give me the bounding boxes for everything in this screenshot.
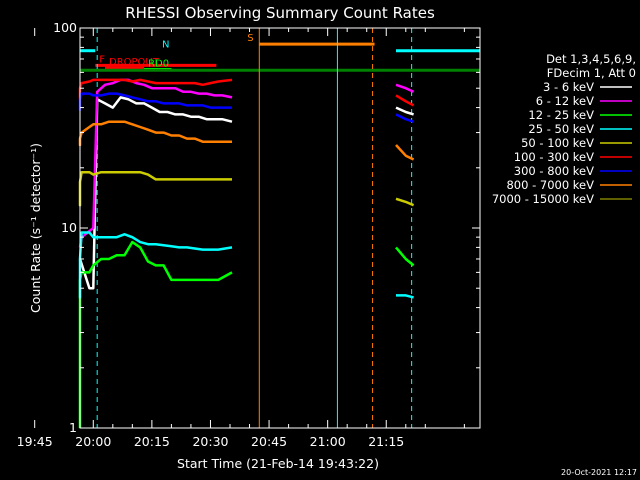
legend-label: 3 - 6 keV <box>543 80 594 94</box>
series-line <box>395 197 415 207</box>
x-tick-label: 19:45 <box>17 434 53 449</box>
legend-label: 800 - 7000 keV <box>506 178 594 192</box>
series-line <box>78 240 233 428</box>
series-line <box>395 113 414 123</box>
flag-label: S <box>247 33 253 44</box>
legend-label: 6 - 12 keV <box>536 94 594 108</box>
x-tick-label: 20:30 <box>192 434 228 449</box>
series-line <box>78 78 233 248</box>
legend-label: 7000 - 15000 keV <box>492 192 594 206</box>
series-line <box>78 96 233 290</box>
x-tick-label: 20:45 <box>251 434 287 449</box>
axes: 19:45 20:00 20:15 20:30 20:45 21:00 21:15 1 10 10… <box>17 20 480 449</box>
flag-label: DROPOUT <box>109 57 160 68</box>
x-tick-label: 20:15 <box>134 434 170 449</box>
flag-label: RD0 <box>148 59 169 70</box>
chart-title: RHESSI Observing Summary Count Rates <box>125 4 435 22</box>
legend-label: 100 - 300 keV <box>514 150 594 164</box>
legend-label: 50 - 100 keV <box>521 136 594 150</box>
series-line <box>396 294 414 299</box>
series-line <box>395 83 415 93</box>
legend-label: 12 - 25 keV <box>528 108 594 122</box>
flag-label: N <box>162 40 169 51</box>
legend-label: 300 - 800 keV <box>514 164 594 178</box>
x-axis-label: Start Time (21-Feb-14 19:43:22) <box>177 456 379 471</box>
x-tick-label: 21:00 <box>310 434 346 449</box>
legend-label: 25 - 50 keV <box>528 122 594 136</box>
flag-label: F <box>99 54 105 65</box>
footer-timestamp: 20-Oct-2021 12:17 <box>561 468 637 477</box>
series-line <box>395 106 414 116</box>
x-tick-label: 21:15 <box>368 434 404 449</box>
series-line <box>395 144 415 161</box>
y-tick-label: 10 <box>61 220 77 235</box>
y-axis-label: Count Rate (s⁻¹ detector⁻¹) <box>28 143 43 313</box>
legend-header: Det 1,3,4,5,6,9, <box>546 52 636 66</box>
y-tick-label: 100 <box>53 20 77 35</box>
legend: Det 1,3,4,5,6,9,FDecim 1, Att 03 - 6 keV… <box>492 52 636 206</box>
y-tick-label: 1 <box>69 420 77 435</box>
series-line <box>395 94 415 107</box>
x-tick-label: 20:00 <box>75 434 111 449</box>
legend-header: FDecim 1, Att 0 <box>547 66 636 80</box>
series-line <box>395 246 415 267</box>
